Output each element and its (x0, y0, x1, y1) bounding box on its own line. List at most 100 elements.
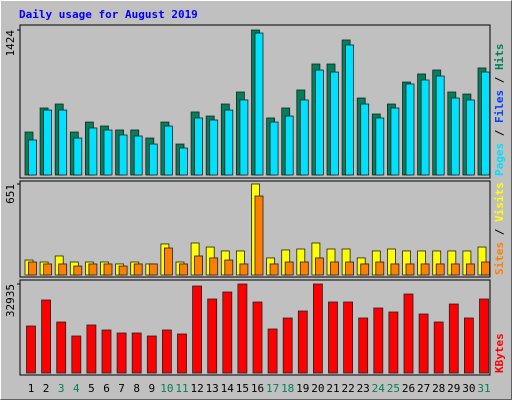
bar (192, 285, 203, 374)
chart-title: Daily usage for August 2019 (19, 8, 198, 21)
legend-entry: Pages (493, 143, 506, 176)
x-tick-label: 22 (341, 382, 354, 395)
legend-entry: Files (493, 90, 506, 123)
bar (148, 143, 158, 176)
bar (254, 32, 264, 176)
bar (254, 195, 264, 276)
bar (299, 261, 309, 276)
bar (224, 109, 234, 176)
legend-space (493, 235, 506, 242)
bar (239, 99, 249, 176)
legend-separator: / (493, 129, 506, 136)
y-tick-label: 32935 (4, 284, 17, 317)
bar (418, 313, 429, 374)
bar (179, 147, 188, 176)
x-tick-label: 27 (417, 382, 430, 395)
legend-entry: Visits (493, 182, 506, 222)
bar (343, 301, 354, 374)
bar (118, 265, 128, 276)
bar (373, 307, 384, 374)
legend-space (493, 123, 506, 130)
bar (269, 263, 279, 276)
bar (222, 291, 233, 374)
bar (450, 97, 460, 176)
bar (103, 263, 113, 276)
bar (209, 119, 219, 176)
x-tick-label: 13 (206, 382, 219, 395)
bar (237, 283, 248, 374)
bar (118, 134, 128, 176)
legend-entry: Sites (493, 242, 506, 275)
y-tick-label: 1424 (4, 30, 17, 57)
x-tick-label: 12 (190, 382, 203, 395)
x-tick-label: 26 (402, 382, 415, 395)
legend-space (493, 70, 506, 77)
bar (465, 99, 475, 176)
legend-separator: / (493, 228, 506, 235)
x-tick-label: 28 (432, 382, 445, 395)
bar (43, 109, 52, 176)
bar (28, 261, 37, 276)
bar (465, 263, 475, 276)
bar (267, 328, 278, 374)
bar (26, 325, 36, 374)
bar (463, 317, 474, 374)
x-tick-label: 25 (387, 382, 400, 395)
bar (330, 261, 339, 276)
bar (360, 263, 370, 276)
x-tick-label: 23 (357, 382, 370, 395)
legend-separator: / (493, 76, 506, 83)
bar (420, 263, 430, 276)
bar (163, 247, 173, 276)
bar (345, 261, 355, 276)
bar (435, 75, 445, 176)
legend-entry: KBytes (493, 333, 506, 373)
legend-space (493, 222, 506, 229)
bar (314, 69, 324, 176)
bar (41, 299, 51, 374)
bar (360, 103, 370, 176)
bar (481, 71, 490, 176)
x-tick-label: 21 (326, 382, 339, 395)
bar (448, 303, 459, 374)
legend: Sites / Visits (493, 182, 506, 275)
legend-entry: Hits (493, 44, 506, 71)
x-tick-label: 6 (103, 382, 110, 395)
bar (163, 125, 173, 176)
x-tick-label: 4 (73, 382, 80, 395)
bar (282, 317, 293, 374)
bar (284, 115, 294, 176)
bar (479, 298, 489, 374)
x-tick-label: 5 (88, 382, 95, 395)
bar (224, 259, 234, 276)
bar (56, 321, 67, 374)
bar (358, 317, 369, 374)
bar (420, 79, 430, 176)
x-tick-label: 14 (221, 382, 235, 395)
bar (330, 71, 339, 176)
bar (86, 324, 97, 374)
bar (390, 107, 400, 176)
bar (146, 335, 157, 374)
bar (43, 263, 52, 276)
x-tick-label: 11 (175, 382, 188, 395)
bar (58, 109, 68, 176)
bar (297, 310, 308, 374)
bar (71, 335, 82, 374)
bar (209, 257, 219, 276)
bar (328, 301, 338, 374)
bar (194, 255, 204, 276)
bar (116, 332, 127, 374)
bar (133, 135, 143, 176)
bar (345, 44, 355, 176)
legend: KBytes (493, 333, 506, 373)
legend-space (493, 136, 506, 143)
bar (239, 263, 249, 276)
bar (131, 332, 142, 374)
bar (103, 129, 113, 176)
bar (405, 83, 415, 176)
x-tick-label: 30 (462, 382, 475, 395)
bar (73, 137, 83, 176)
